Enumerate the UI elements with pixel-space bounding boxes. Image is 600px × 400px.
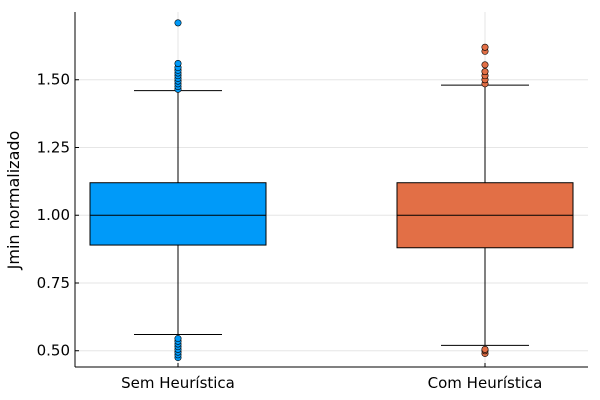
box-group [89, 19, 267, 362]
y-tick-label: 1.50 [37, 71, 70, 89]
x-tick-label: Sem Heurística [121, 374, 235, 392]
axes: 0.50 0.75 1.00 1.25 1.50 Sem Heurística Com He… [37, 12, 588, 392]
outlier-point [481, 61, 489, 69]
outlier-point [481, 43, 489, 51]
y-tick-label: 0.50 [37, 342, 70, 360]
y-tick-label: 1.00 [37, 206, 70, 224]
boxes [89, 19, 574, 362]
y-tick-label: 1.25 [37, 138, 70, 156]
outlier-point [174, 59, 182, 67]
outlier-point [481, 68, 489, 76]
outlier-point [174, 19, 182, 27]
y-tick-label: 0.75 [37, 274, 70, 292]
box-group [396, 43, 574, 357]
outlier-point [481, 345, 489, 353]
y-axis-title: Jmin normalizado [4, 131, 23, 271]
x-tick-label: Com Heurística [428, 374, 543, 392]
box-iqr [89, 182, 267, 246]
outlier-point [174, 335, 182, 343]
